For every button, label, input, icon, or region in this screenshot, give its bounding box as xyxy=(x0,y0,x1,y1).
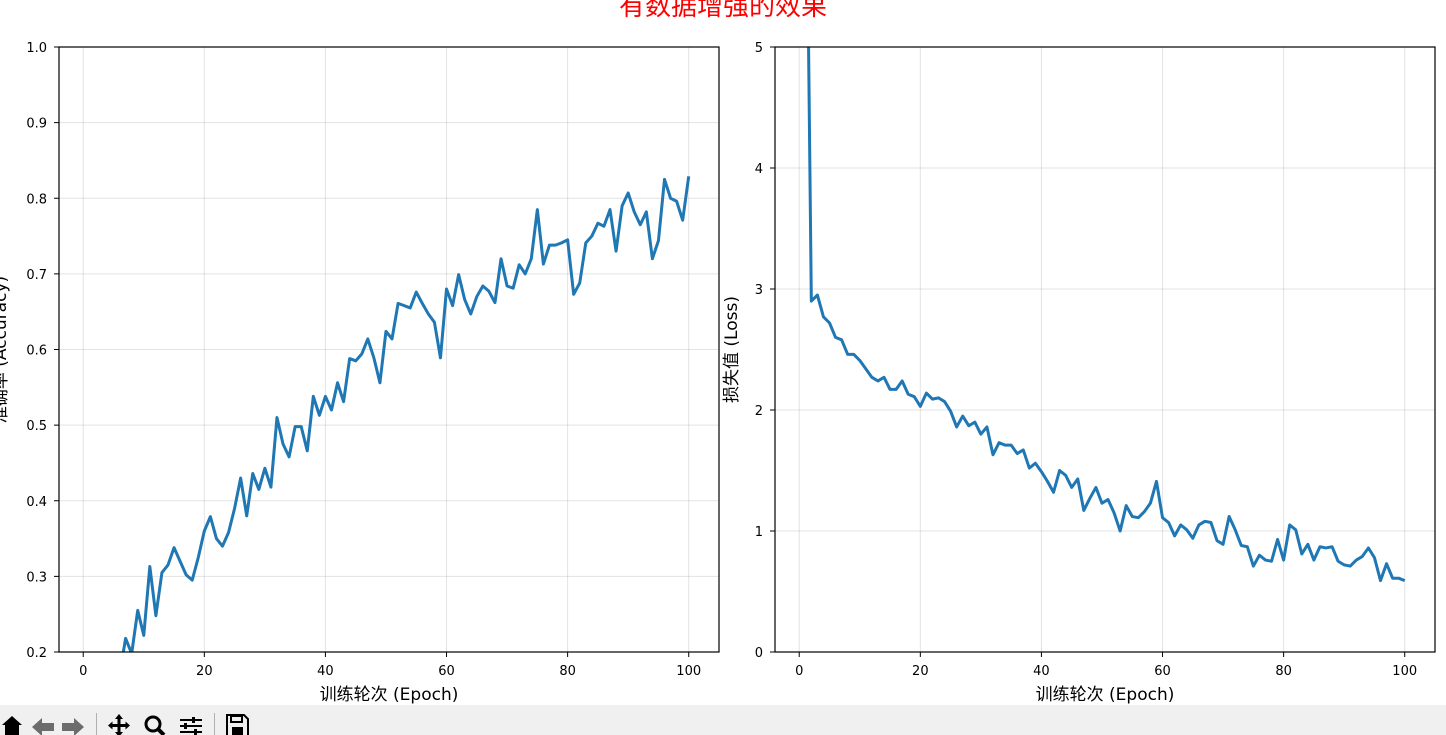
acc-y-axis-label: 准确率 (Accuracy) xyxy=(0,276,11,423)
acc-x-tick-label: 80 xyxy=(559,664,576,679)
loss-chart: 0 20 40 60 80 100 0 1 2 3 4 5 训练轮次 (Epoch) 损失值 (Loss) xyxy=(722,41,1436,705)
loss-x-tick-label: 40 xyxy=(1033,664,1050,679)
acc-y-tick-label: 0.4 xyxy=(26,495,47,510)
loss-y-axis-label: 损失值 (Loss) xyxy=(722,296,742,403)
loss-x-tick-label: 60 xyxy=(1154,664,1171,679)
figure-title: 有数据增强的效果 xyxy=(618,0,827,22)
acc-y-tick-label: 0.8 xyxy=(26,192,47,207)
back-icon[interactable] xyxy=(30,711,56,735)
acc-y-tick-label: 0.5 xyxy=(26,419,47,434)
acc-y-tick-label: 0.2 xyxy=(26,646,47,661)
navigation-toolbar xyxy=(0,705,1446,735)
loss-x-tick-label: 100 xyxy=(1392,664,1417,679)
acc-x-axis-label: 训练轮次 (Epoch) xyxy=(320,685,459,705)
toolbar-separator xyxy=(214,713,215,735)
figure-canvas: 0 20 40 60 80 1000.20.30.40.50.60.70.80.91.0训… xyxy=(0,41,1436,705)
forward-icon[interactable] xyxy=(60,711,86,735)
loss-x-tick-label: 0 xyxy=(795,664,803,679)
loss-y-tick-label: 4 xyxy=(755,162,763,177)
loss-y-tick-label: 0 xyxy=(755,646,763,661)
loss-y-tick-label: 5 xyxy=(755,41,763,56)
acc-x-tick-label: 0 xyxy=(79,664,87,679)
loss-series-line-0 xyxy=(807,47,1406,583)
acc-y-tick-label: 0.3 xyxy=(26,570,47,585)
loss-x-tick-label: 80 xyxy=(1275,664,1292,679)
pan-icon[interactable] xyxy=(106,711,132,735)
home-icon[interactable] xyxy=(0,711,26,735)
loss-x-tick-label: 20 xyxy=(912,664,929,679)
acc-y-tick-label: 0.9 xyxy=(26,117,47,132)
configure-subplots-icon[interactable] xyxy=(178,711,204,735)
acc-y-tick-label: 1.0 xyxy=(26,41,47,56)
acc-series-line-0 xyxy=(121,176,691,652)
acc-x-tick-label: 20 xyxy=(196,664,213,679)
loss-axes-frame xyxy=(774,46,1436,653)
loss-x-axis-label: 训练轮次 (Epoch) xyxy=(1036,685,1175,705)
loss-y-tick-label: 2 xyxy=(755,404,763,419)
toolbar-separator xyxy=(96,713,97,735)
acc-y-tick-label: 0.7 xyxy=(26,268,47,283)
loss-y-tick-label: 3 xyxy=(755,283,763,298)
acc-x-tick-label: 60 xyxy=(438,664,455,679)
loss-y-tick-label: 1 xyxy=(755,525,763,540)
acc-x-tick-label: 100 xyxy=(676,664,701,679)
save-icon[interactable] xyxy=(224,711,250,735)
acc-y-tick-label: 0.6 xyxy=(26,344,47,359)
accuracy-chart: 0 20 40 60 80 100 0.2 0.3 0.4 0.5 0.6 0.7 0.8 0.9 1.0 训… xyxy=(0,41,720,705)
zoom-icon[interactable] xyxy=(142,711,168,735)
acc-x-tick-label: 40 xyxy=(317,664,334,679)
